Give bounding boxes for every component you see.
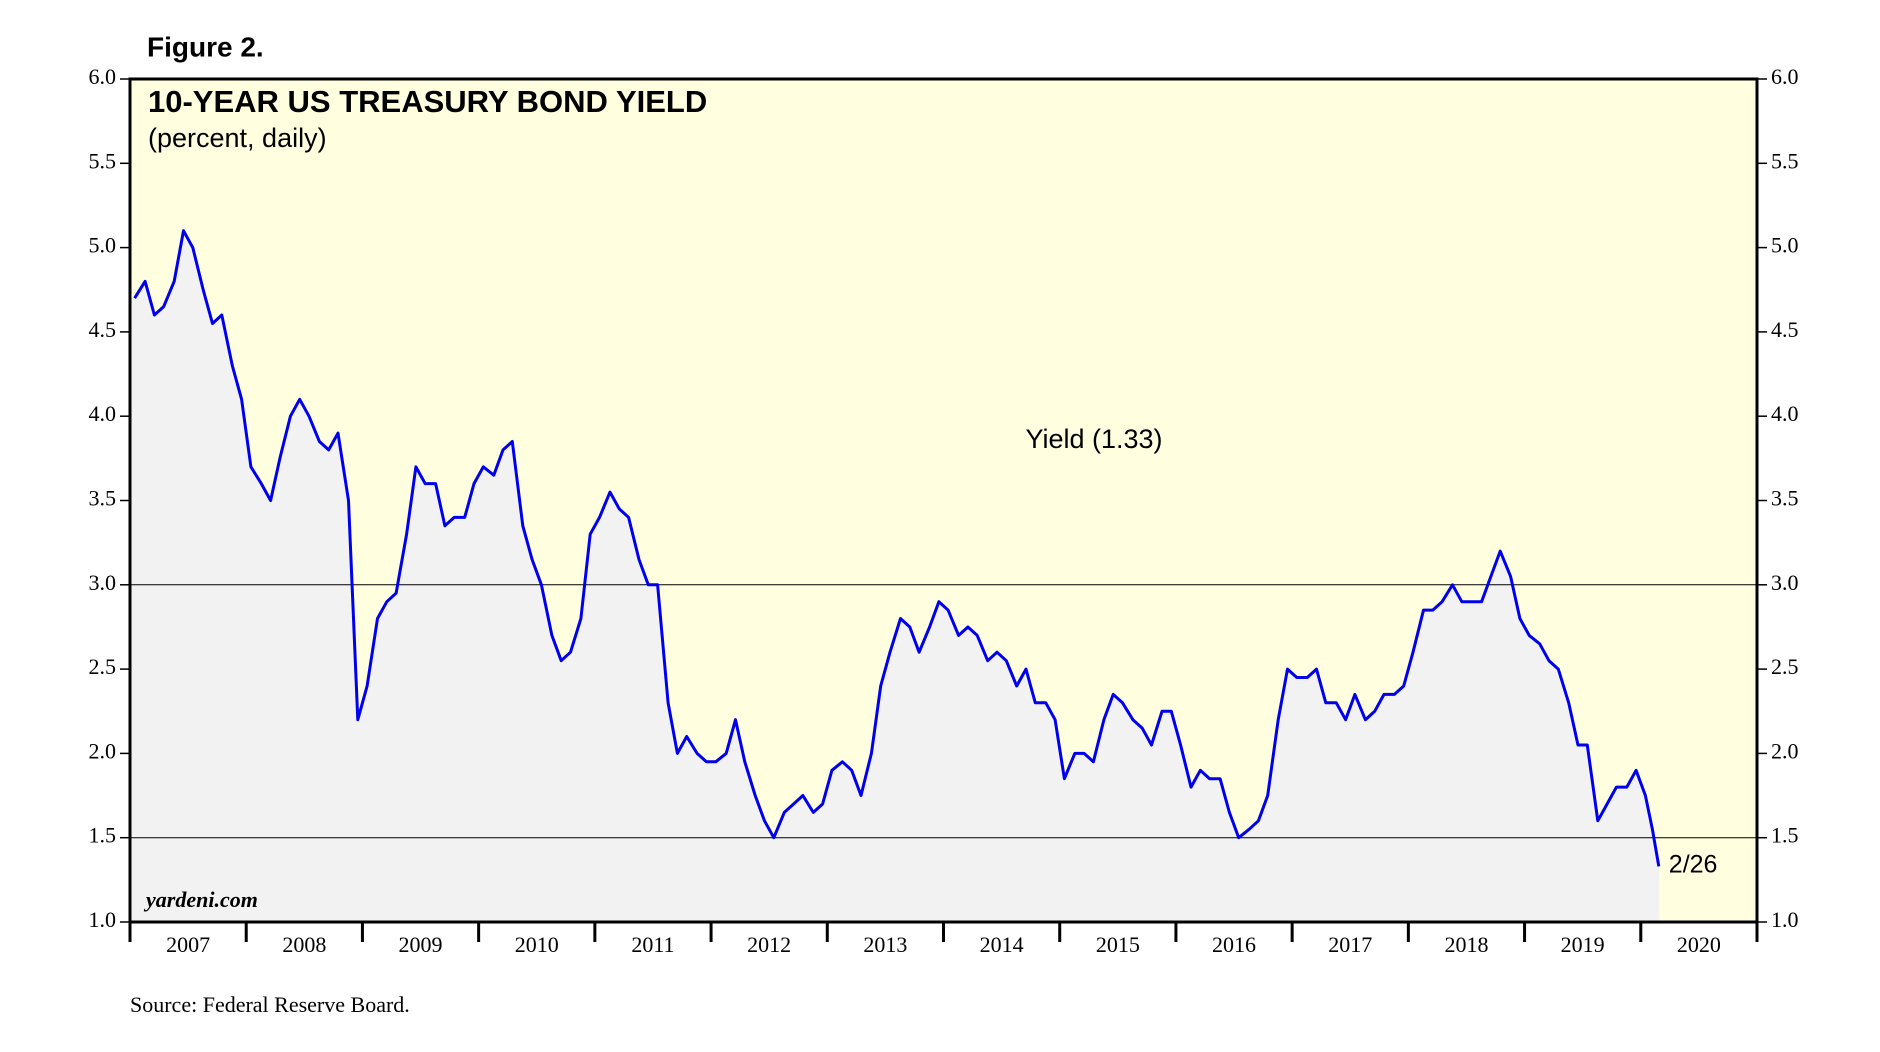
x-tick-label: 2015 bbox=[1096, 932, 1140, 957]
y2-tick-label: 4.5 bbox=[1771, 317, 1799, 342]
x-tick-label: 2009 bbox=[399, 932, 443, 957]
y-tick-label: 4.0 bbox=[89, 401, 117, 426]
y-tick-label: 5.0 bbox=[89, 233, 117, 258]
brand: yardeni.com bbox=[143, 887, 258, 912]
y2-tick-label: 6.0 bbox=[1771, 64, 1799, 89]
y-tick-label: 1.0 bbox=[89, 907, 117, 932]
y-tick-label: 5.5 bbox=[89, 148, 117, 173]
end-label: 2/26 bbox=[1669, 851, 1718, 879]
x-tick-label: 2010 bbox=[515, 932, 559, 957]
y2-tick-label: 3.0 bbox=[1771, 570, 1799, 595]
y-tick-label: 2.0 bbox=[89, 738, 117, 763]
source: Source: Federal Reserve Board. bbox=[130, 992, 410, 1017]
y2-tick-label: 5.0 bbox=[1771, 233, 1799, 258]
x-tick-label: 2016 bbox=[1212, 932, 1256, 957]
y2-tick-label: 4.0 bbox=[1771, 401, 1799, 426]
x-tick-label: 2013 bbox=[863, 932, 907, 957]
x-tick-label: 2011 bbox=[631, 932, 674, 957]
y2-tick-label: 3.5 bbox=[1771, 486, 1799, 511]
x-tick-label: 2007 bbox=[166, 932, 210, 957]
y-tick-label: 1.5 bbox=[89, 823, 117, 848]
x-tick-label: 2019 bbox=[1561, 932, 1605, 957]
chart-title: 10-YEAR US TREASURY BOND YIELD bbox=[148, 84, 707, 119]
x-tick-label: 2008 bbox=[282, 932, 326, 957]
area bbox=[130, 230, 1659, 922]
x-tick-label: 2017 bbox=[1328, 932, 1372, 957]
x-tick-label: 2020 bbox=[1677, 932, 1721, 957]
x-tick-label: 2014 bbox=[980, 932, 1024, 957]
y2-tick-label: 2.5 bbox=[1771, 654, 1799, 679]
y-tick-label: 4.5 bbox=[89, 317, 117, 342]
y2-tick-label: 2.0 bbox=[1771, 738, 1799, 763]
series-label: Yield (1.33) bbox=[1025, 424, 1162, 454]
figure-label: Figure 2. bbox=[147, 31, 264, 62]
yield-line bbox=[133, 229, 1661, 867]
y2-tick-label: 1.5 bbox=[1771, 823, 1799, 848]
x-tick-label: 2018 bbox=[1444, 932, 1488, 957]
y-tick-label: 2.5 bbox=[89, 654, 117, 679]
y2-tick-label: 5.5 bbox=[1771, 148, 1799, 173]
y-tick-label: 6.0 bbox=[89, 64, 117, 89]
x-tick-label: 2012 bbox=[747, 932, 791, 957]
chart-subtitle: (percent, daily) bbox=[148, 123, 327, 153]
y-tick-label: 3.0 bbox=[89, 570, 117, 595]
y-tick-label: 3.5 bbox=[89, 486, 117, 511]
y2-tick-label: 1.0 bbox=[1771, 907, 1799, 932]
